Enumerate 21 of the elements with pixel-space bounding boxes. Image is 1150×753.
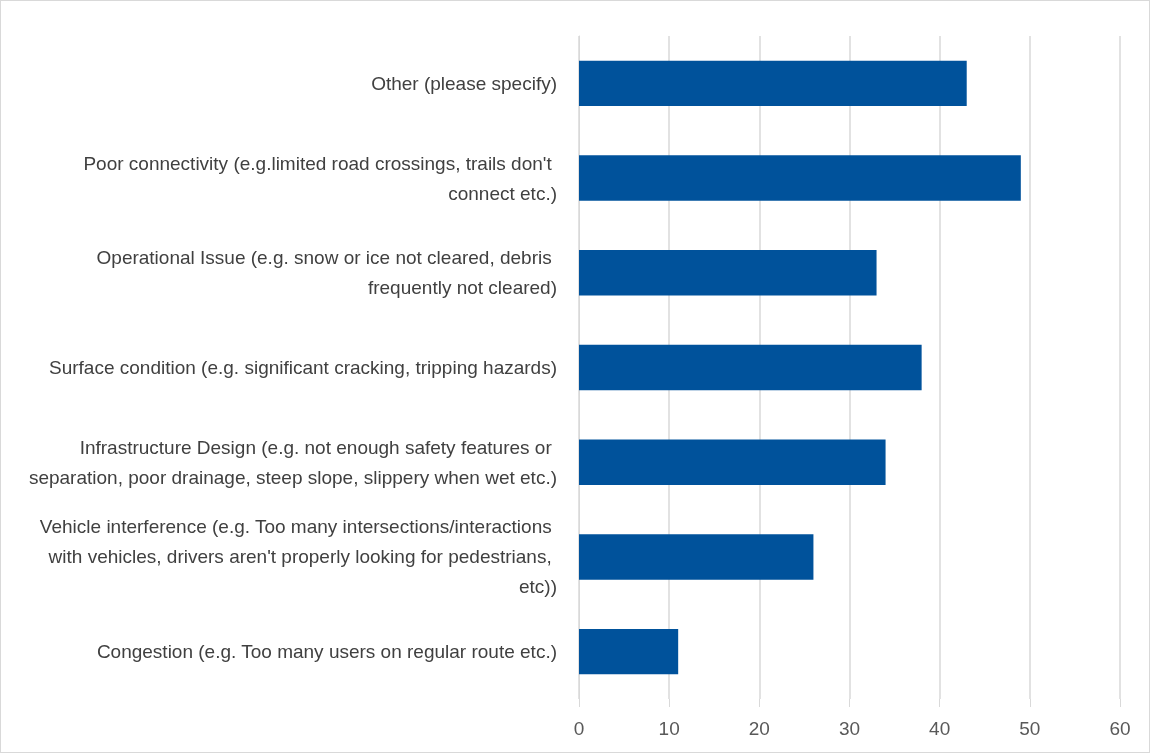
bar — [579, 534, 814, 580]
x-tick-label: 50 — [1019, 718, 1041, 739]
x-tick-label: 60 — [1109, 718, 1131, 739]
y-tick-label: Surface condition (e.g. significant cracking, tripping hazards) — [49, 357, 557, 378]
y-tick-label: Congestion (e.g. Too many users on regular route etc.) — [96, 641, 557, 663]
y-tick-label: Infrastructure Design (e.g. not enough safety features or separation, poor drainage, steep slope, slippery when wet etc.) — [28, 436, 557, 488]
bar — [579, 628, 679, 675]
x-tick-label: 10 — [658, 718, 680, 739]
bar — [579, 60, 967, 107]
x-tick-label: 20 — [748, 718, 770, 739]
bar — [579, 439, 886, 485]
x-tick-label: 40 — [929, 718, 951, 739]
y-tick-label: Poor connectivity (e.g.limited road crossings, trails don't connect etc.) — [83, 152, 557, 204]
x-tick-label: 0 — [573, 718, 585, 739]
bar — [579, 344, 922, 391]
y-tick-label: Vehicle interference (e.g. Too many intersections/interactions with vehicles, drivers aren't properly looking for pedestrians, etc)) — [39, 516, 557, 598]
x-tick-label: 30 — [838, 718, 861, 739]
bar — [579, 250, 877, 296]
bar — [579, 155, 1021, 201]
y-tick-label: Other (please specify) — [371, 72, 557, 94]
y-tick-label: Operational Issue (e.g. snow or ice not cleared, debris frequently not cleared) — [96, 247, 557, 299]
